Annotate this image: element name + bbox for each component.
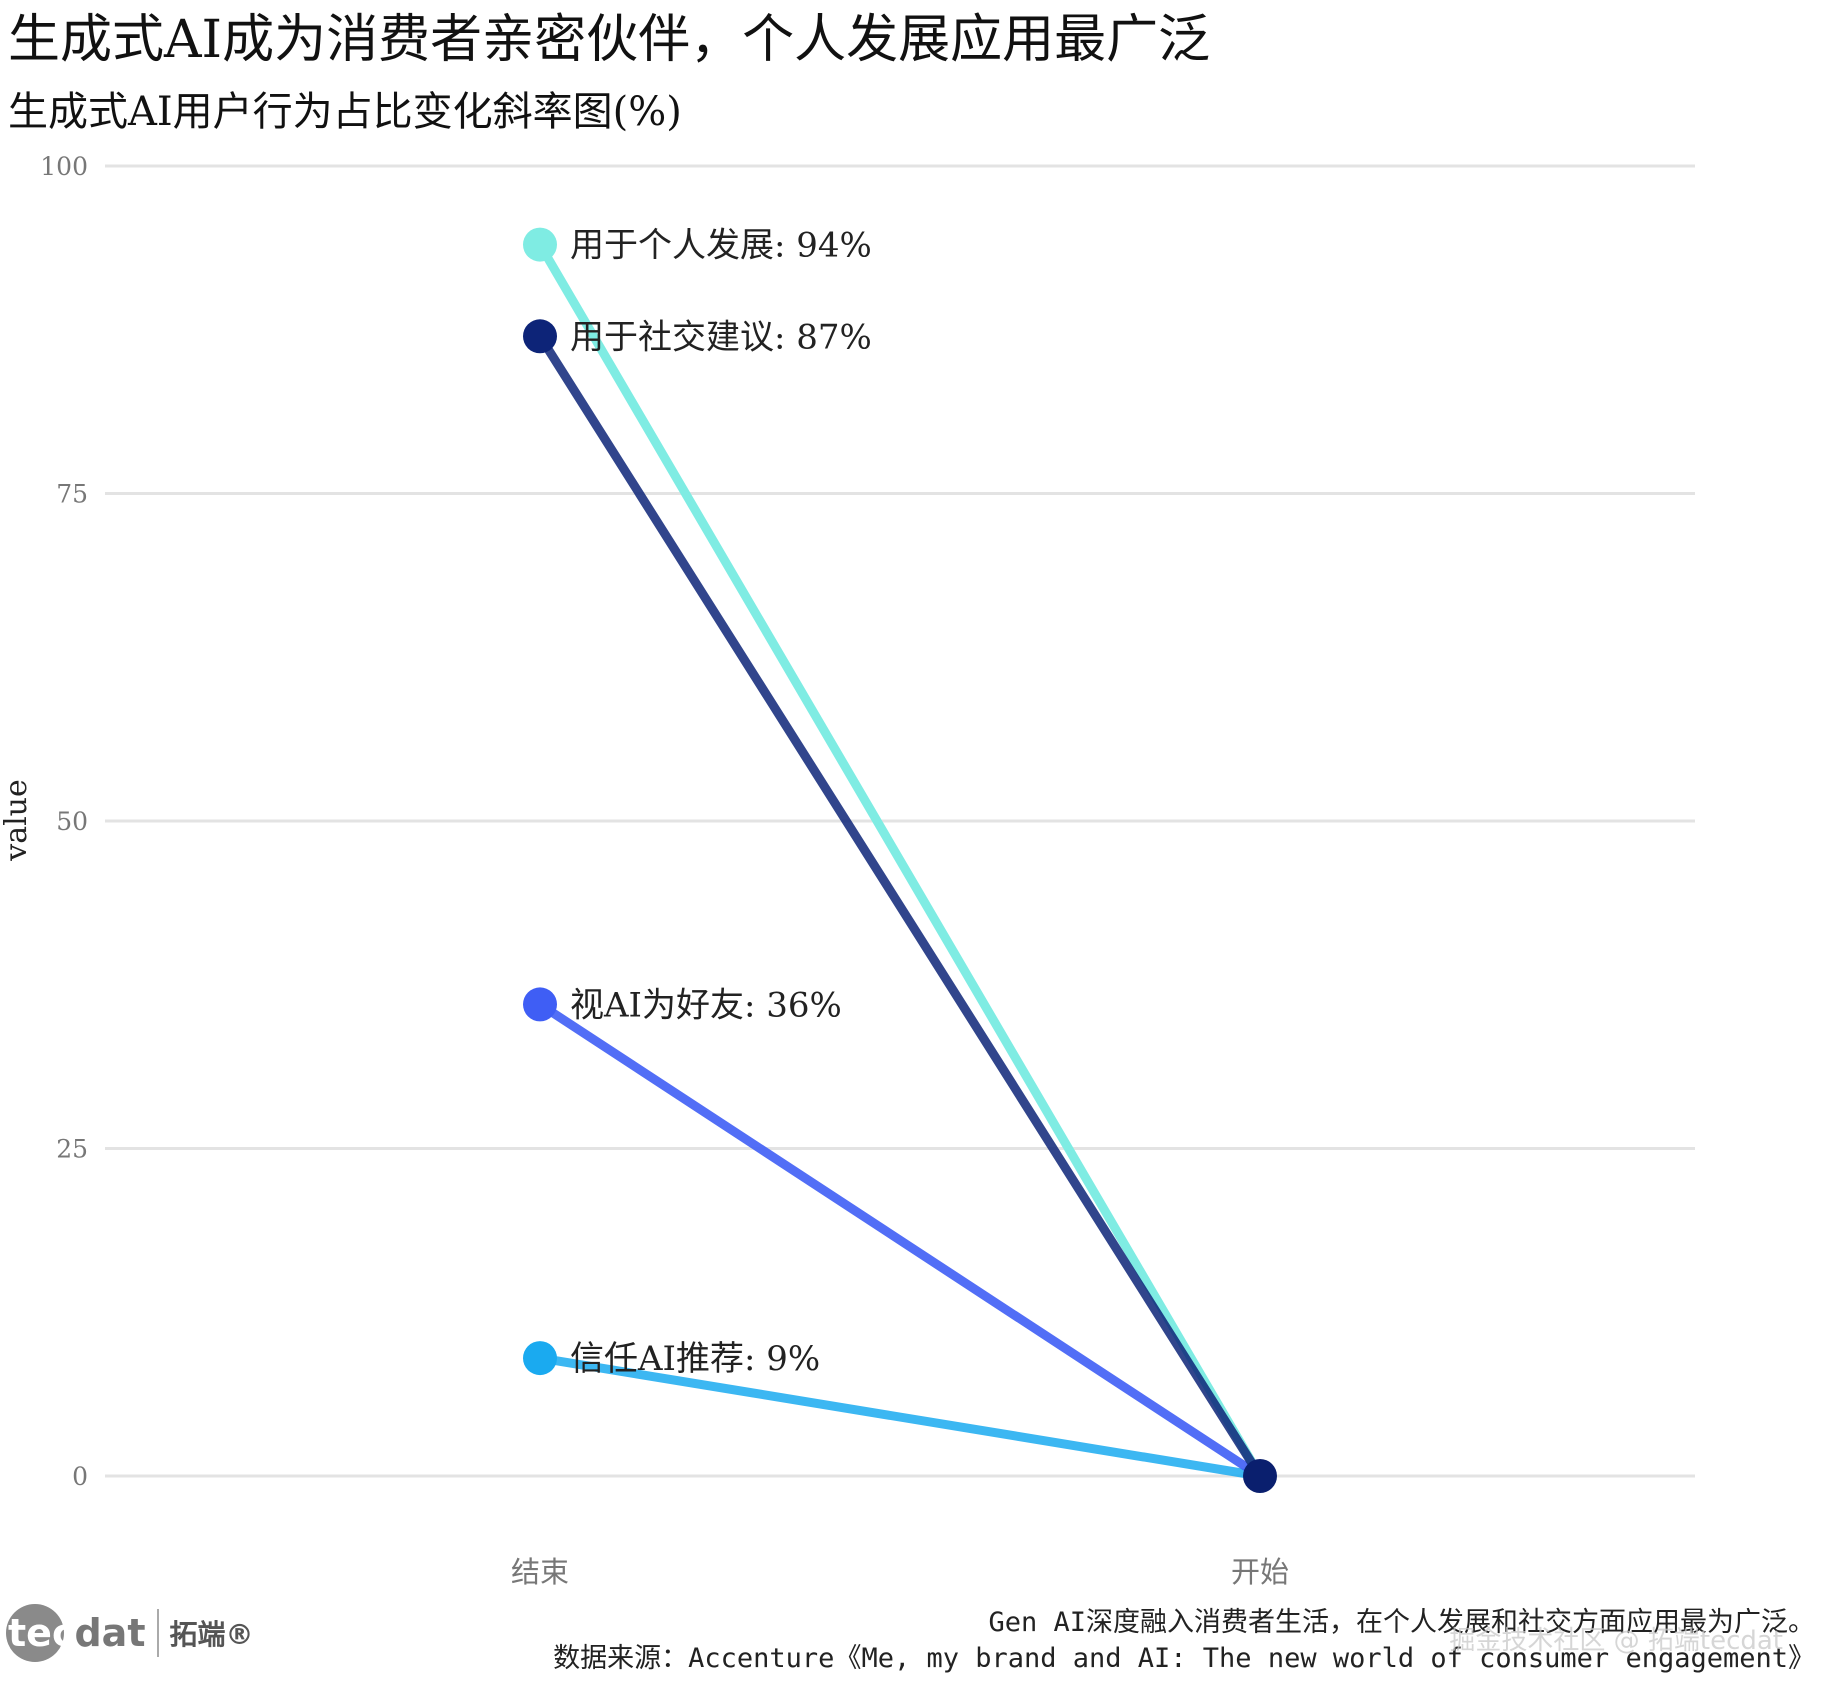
y-tick-label: 75 (56, 480, 88, 509)
series-line (535, 1353, 1265, 1481)
chart-subtitle: 生成式AI用户行为占比变化斜率图(%) (8, 89, 682, 135)
y-tick-labels: 0 25 50 75 100 (40, 152, 88, 1491)
series-points (523, 227, 1277, 1493)
tecdat-logo: tec dat 拓端® (6, 1598, 254, 1668)
chart-title: 生成式AI成为消费者亲密伙伴，个人发展应用最广泛 (8, 10, 1211, 70)
y-tick-label: 100 (40, 152, 88, 181)
logo-cn-text: 拓端® (169, 1618, 254, 1651)
logo-divider (157, 1609, 160, 1657)
x-category-label: 开始 (1231, 1555, 1289, 1589)
series-line (535, 999, 1265, 1481)
series-label: 用于个人发展: 94% (570, 226, 872, 266)
logo-circle-icon (6, 1604, 64, 1662)
series-labels: 用于个人发展: 94% 用于社交建议: 87% 视AI为好友: 36% 信任AI推荐:… (570, 226, 872, 1379)
logo-tec-text: tec (8, 1611, 75, 1655)
series-line (535, 331, 1265, 1481)
series-line (535, 240, 1265, 1481)
data-source: 数据来源：Accenture《Me, my brand and AI: The … (553, 1643, 1815, 1674)
y-tick-label: 25 (56, 1135, 88, 1164)
series-start-point (523, 319, 557, 354)
logo-dat-text: dat (74, 1611, 146, 1655)
watermark: 掘金技术社区 @ 拓端tecdat (1449, 1626, 1783, 1656)
y-axis-title: value (0, 779, 34, 862)
grid-lines (105, 164, 1695, 1478)
series-label: 用于社交建议: 87% (570, 317, 872, 357)
series-lines (535, 240, 1265, 1481)
y-tick-label: 50 (56, 807, 88, 836)
series-start-point (523, 987, 557, 1022)
series-label: 视AI为好友: 36% (570, 985, 842, 1025)
series-label: 信任AI推荐: 9% (570, 1339, 820, 1379)
series-end-point (1243, 1459, 1277, 1493)
y-tick-label: 0 (72, 1462, 88, 1491)
x-category-label: 结束 (511, 1555, 569, 1589)
series-start-point (523, 1341, 557, 1376)
series-start-point (523, 227, 557, 262)
chart-note: Gen AI深度融入消费者生活，在个人发展和社交方面应用最为广泛。 (988, 1607, 1815, 1638)
x-category-labels: 结束 开始 (511, 1555, 1289, 1589)
slope-chart: 0 25 50 75 100 结束 开始 value 用于个人发展: 94% 用于社交建议:… (0, 152, 1695, 1589)
